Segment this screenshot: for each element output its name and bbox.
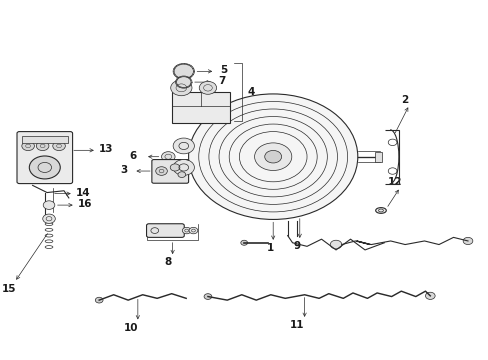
Circle shape (254, 143, 291, 171)
Circle shape (329, 240, 341, 249)
Circle shape (29, 156, 60, 179)
Circle shape (425, 292, 434, 300)
Circle shape (178, 172, 185, 177)
Circle shape (43, 201, 55, 210)
Circle shape (176, 77, 191, 87)
FancyBboxPatch shape (146, 224, 184, 237)
FancyBboxPatch shape (171, 92, 229, 123)
FancyBboxPatch shape (374, 152, 381, 162)
Circle shape (42, 214, 55, 224)
Circle shape (173, 138, 194, 154)
Circle shape (203, 294, 211, 300)
Circle shape (264, 150, 281, 163)
Ellipse shape (375, 208, 386, 213)
FancyBboxPatch shape (17, 132, 72, 184)
Text: 5: 5 (220, 65, 227, 75)
Circle shape (95, 297, 103, 303)
Circle shape (174, 64, 193, 78)
Circle shape (155, 167, 167, 175)
Circle shape (462, 237, 472, 244)
Circle shape (53, 141, 65, 150)
Circle shape (182, 227, 191, 234)
Text: 14: 14 (76, 188, 91, 198)
FancyBboxPatch shape (22, 135, 68, 143)
Circle shape (173, 159, 194, 175)
Text: 8: 8 (164, 257, 171, 267)
FancyBboxPatch shape (152, 159, 188, 183)
Circle shape (161, 152, 175, 162)
Text: 13: 13 (99, 144, 113, 154)
Text: 2: 2 (400, 95, 407, 105)
Text: 12: 12 (387, 177, 402, 187)
Circle shape (189, 227, 197, 234)
Circle shape (22, 141, 34, 150)
Text: 7: 7 (218, 76, 225, 86)
Circle shape (36, 141, 49, 150)
Text: 16: 16 (78, 199, 92, 209)
Circle shape (170, 164, 180, 171)
Circle shape (199, 81, 216, 94)
Text: 10: 10 (123, 323, 138, 333)
Text: 1: 1 (266, 243, 273, 253)
Text: 11: 11 (289, 320, 304, 330)
Text: 6: 6 (129, 150, 137, 161)
Text: 9: 9 (293, 241, 300, 251)
Circle shape (188, 94, 357, 220)
Text: 4: 4 (246, 87, 254, 97)
Text: 3: 3 (120, 165, 127, 175)
Text: 15: 15 (1, 284, 16, 294)
Circle shape (240, 240, 247, 245)
Circle shape (170, 80, 192, 96)
